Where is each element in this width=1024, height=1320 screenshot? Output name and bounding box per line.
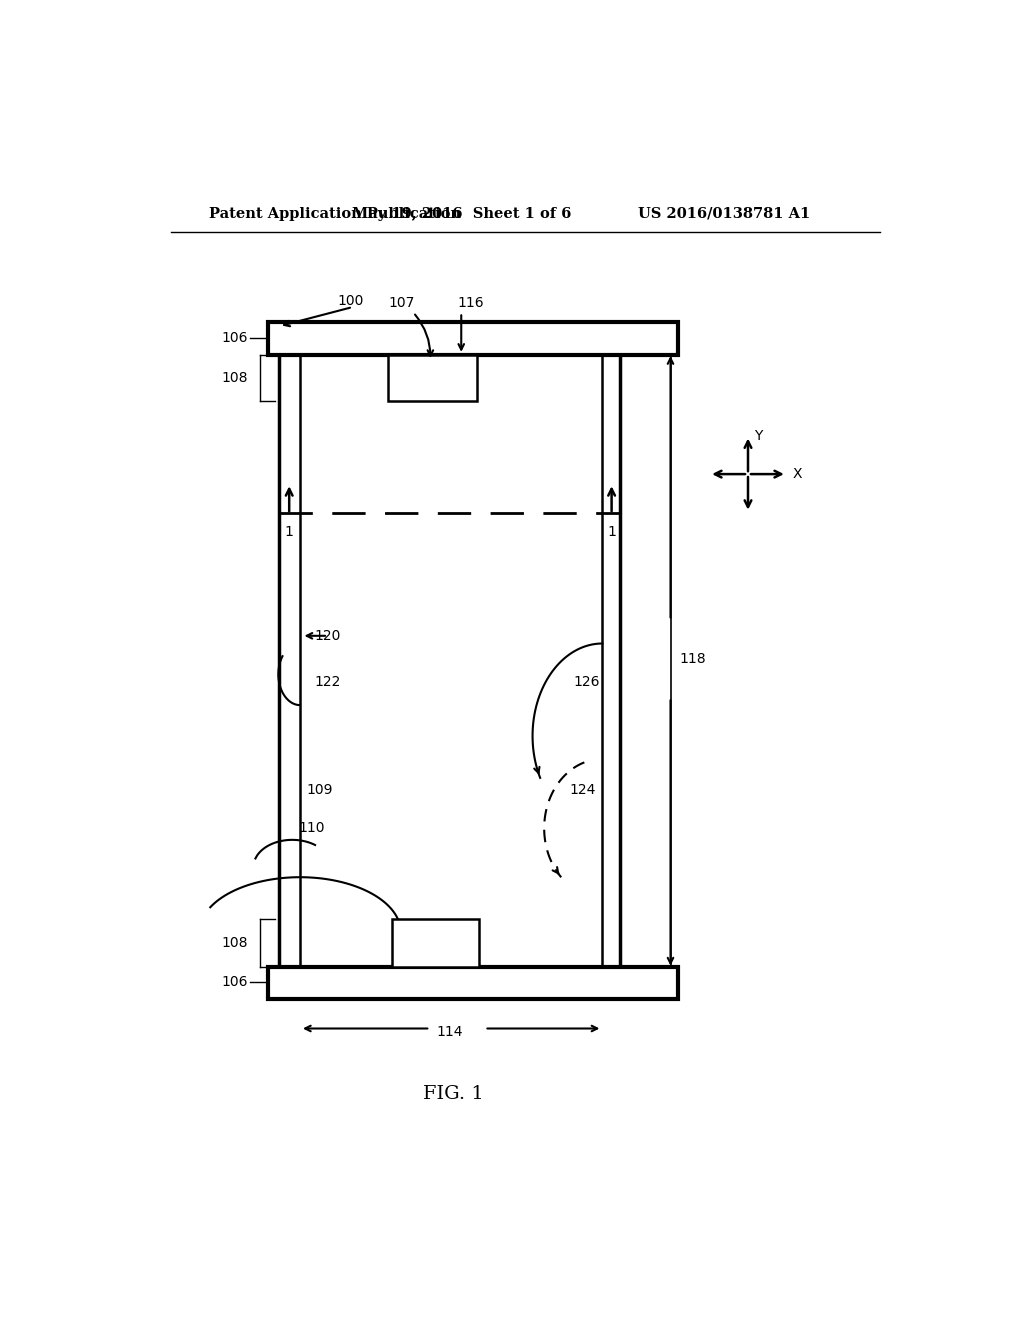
Text: Y: Y: [755, 429, 763, 444]
Text: 108: 108: [221, 371, 248, 385]
Bar: [388, 355, 477, 401]
Text: 120: 120: [314, 628, 340, 643]
Text: 1: 1: [607, 525, 616, 539]
Text: X: X: [793, 467, 803, 480]
Text: 100: 100: [337, 294, 364, 308]
Text: FIG. 1: FIG. 1: [423, 1085, 484, 1104]
Text: 106: 106: [221, 975, 248, 989]
Text: 122: 122: [314, 675, 340, 689]
Text: 124: 124: [569, 783, 596, 797]
Text: 109: 109: [306, 783, 333, 797]
Text: 110: 110: [299, 821, 325, 836]
Text: 107: 107: [388, 296, 415, 310]
Text: 108: 108: [221, 936, 248, 950]
Bar: [267, 322, 678, 355]
Text: 106: 106: [221, 331, 248, 345]
Text: 126: 126: [573, 675, 600, 689]
Bar: [391, 919, 479, 966]
Text: 1: 1: [285, 525, 294, 539]
Text: 116: 116: [458, 296, 484, 310]
Text: May 19, 2016  Sheet 1 of 6: May 19, 2016 Sheet 1 of 6: [351, 207, 571, 220]
Text: 114: 114: [436, 1024, 463, 1039]
Text: 118: 118: [680, 652, 707, 665]
Text: US 2016/0138781 A1: US 2016/0138781 A1: [638, 207, 810, 220]
Bar: [267, 966, 678, 999]
Text: Patent Application Publication: Patent Application Publication: [209, 207, 462, 220]
